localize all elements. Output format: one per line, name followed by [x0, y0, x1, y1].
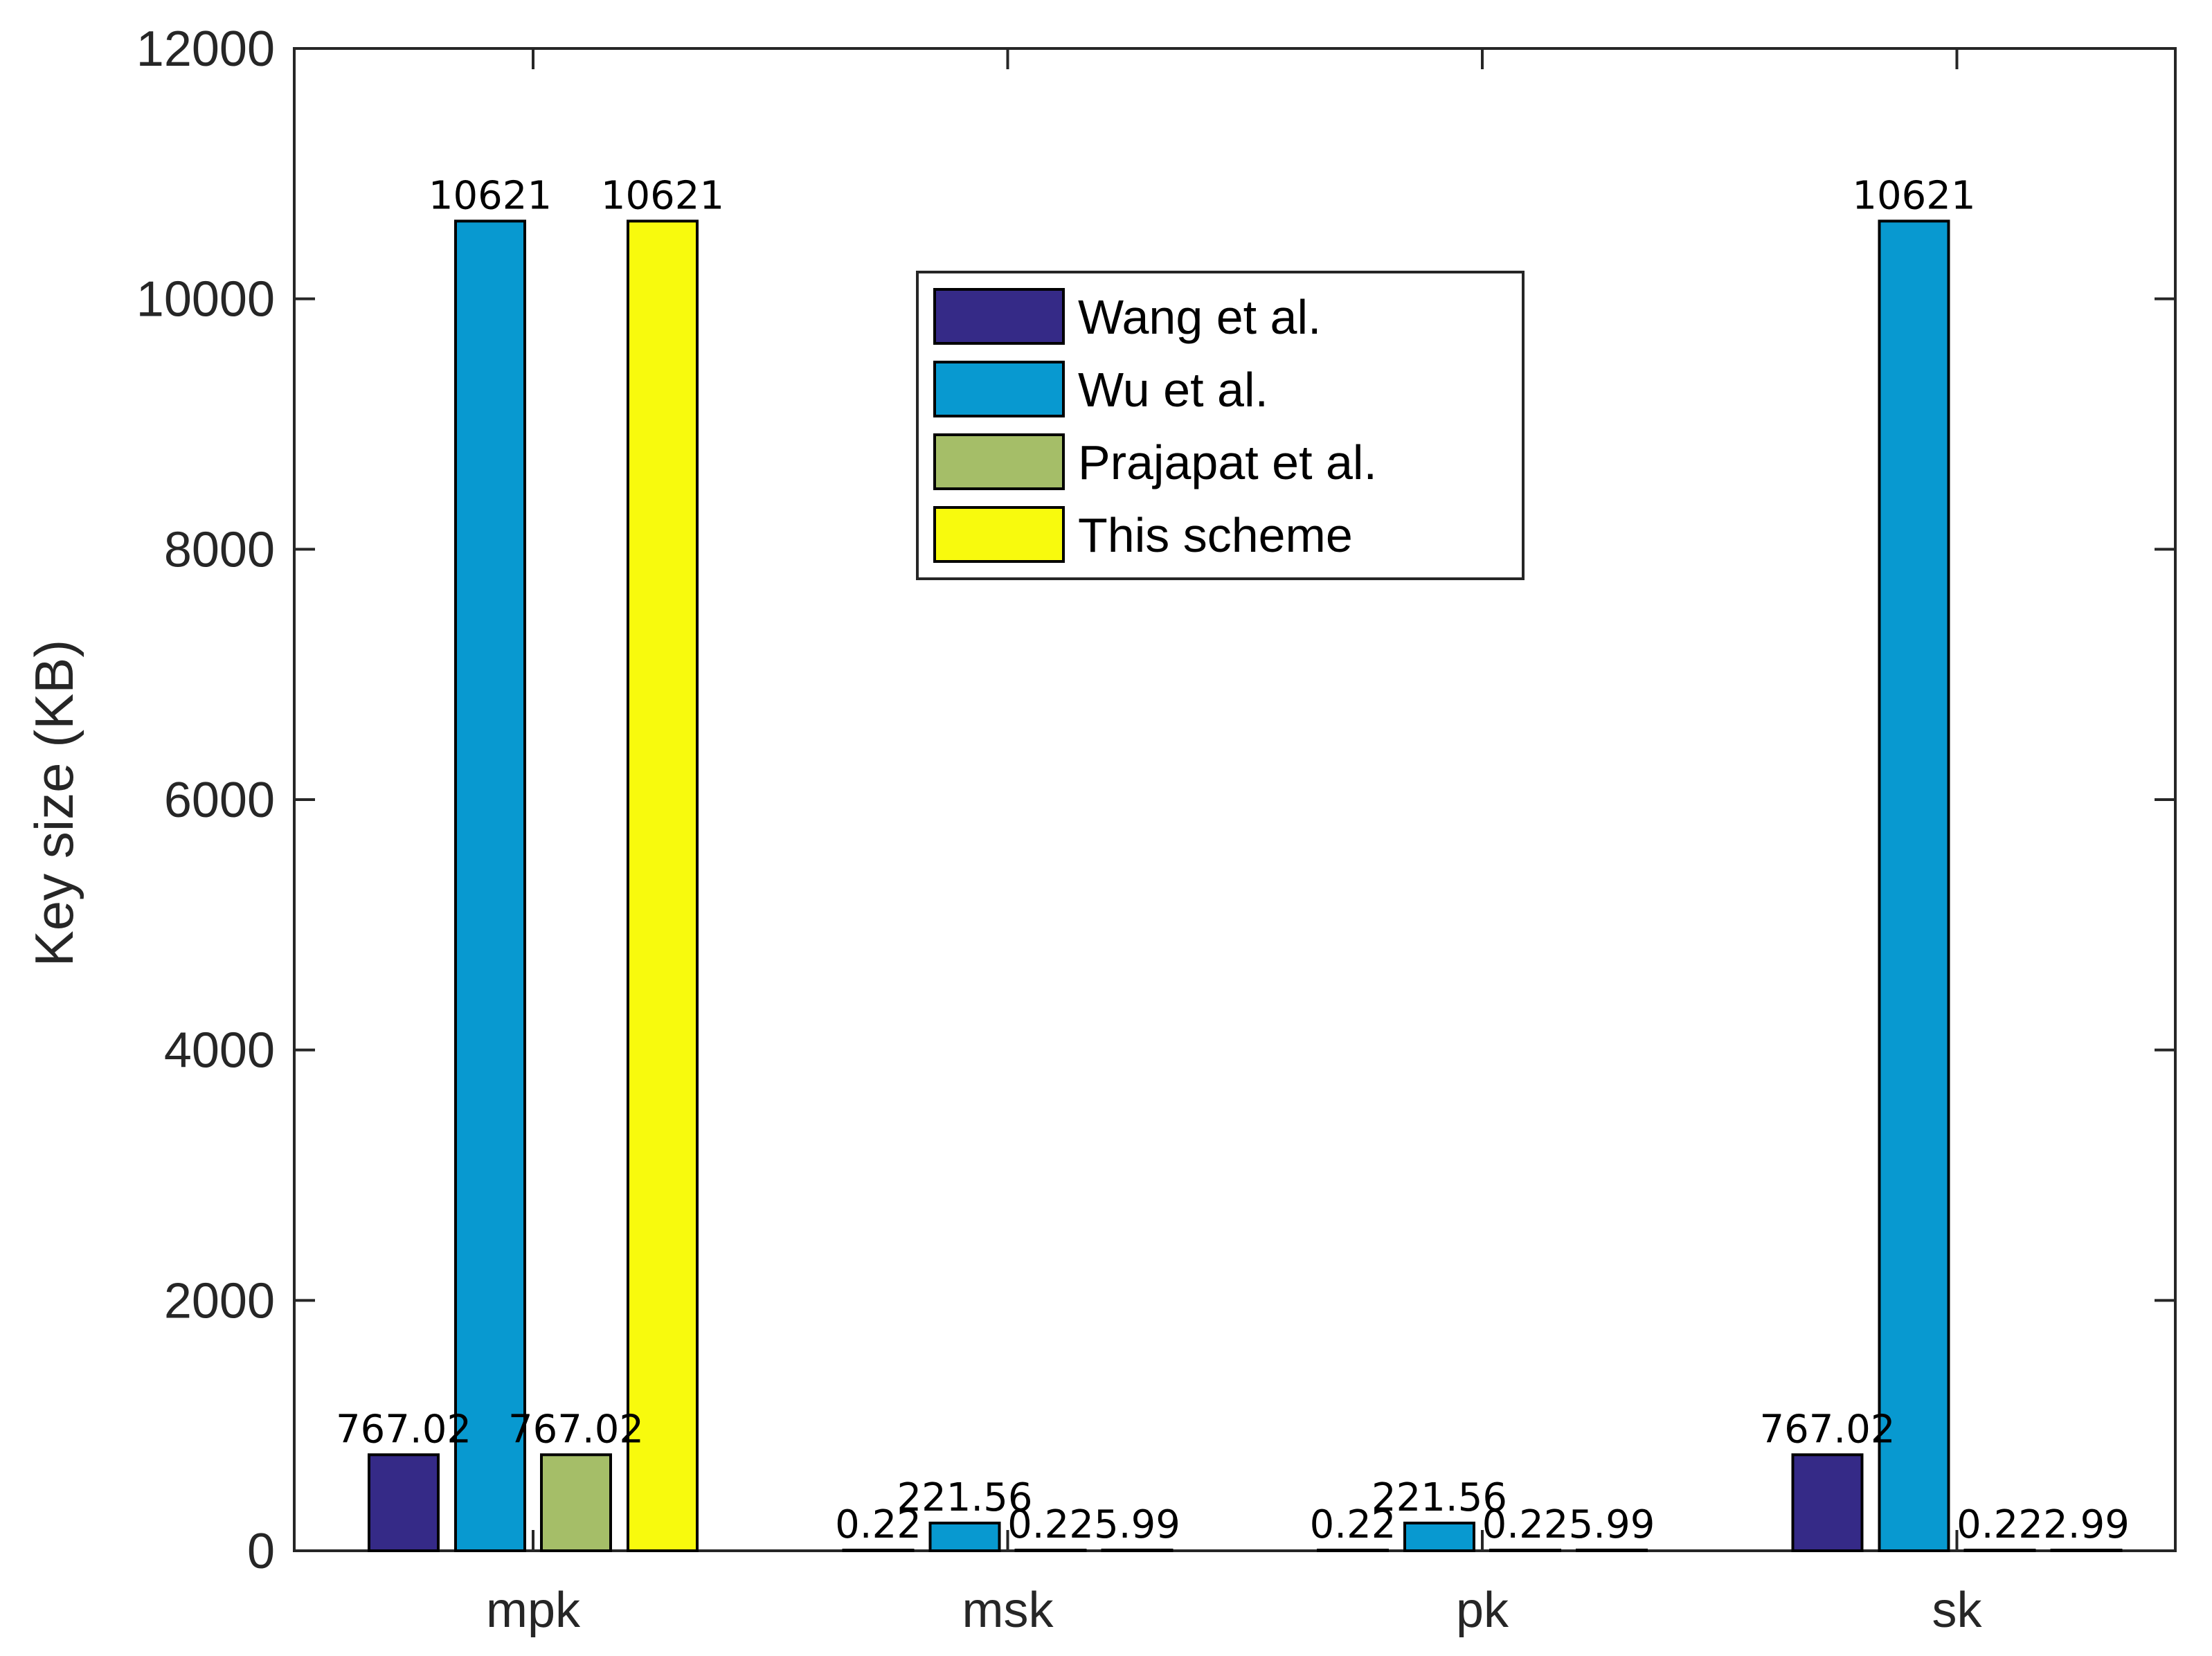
x-tick-label: msk — [962, 1583, 1054, 1638]
data-label: 221.56 — [897, 1475, 1033, 1520]
y-tick-label: 6000 — [164, 773, 275, 828]
data-label: 5.99 — [1569, 1502, 1655, 1547]
data-label: 0.22 — [1957, 1502, 2043, 1547]
bar — [1014, 1549, 1087, 1552]
bar — [842, 1549, 915, 1552]
data-label: 767.02 — [1760, 1407, 1896, 1452]
bar — [627, 219, 699, 1553]
legend: Wang et al. Wu et al. Prajapat et al. This … — [916, 271, 1525, 580]
data-label: 221.56 — [1372, 1475, 1507, 1520]
data-label: 0.22 — [1007, 1502, 1094, 1547]
y-axis-label: Key size (KB) — [24, 640, 84, 966]
bar — [1791, 1453, 1864, 1552]
bar — [1878, 219, 1950, 1553]
y-tick-label: 12000 — [136, 21, 275, 77]
data-label: 767.02 — [508, 1407, 644, 1452]
data-label: 10621 — [429, 173, 552, 218]
x-tick-label: pk — [1456, 1583, 1509, 1638]
bar — [454, 219, 526, 1553]
y-tick-label: 4000 — [164, 1023, 275, 1079]
legend-swatch — [933, 361, 1065, 417]
legend-swatch — [933, 506, 1065, 563]
bar — [2050, 1549, 2123, 1552]
bar — [368, 1453, 440, 1552]
bar — [1101, 1548, 1174, 1552]
data-label: 10621 — [1852, 173, 1975, 218]
data-label: 0.22 — [1482, 1502, 1569, 1547]
x-tick-label: mpk — [486, 1583, 581, 1638]
data-label: 5.99 — [1094, 1502, 1180, 1547]
bar — [1576, 1548, 1648, 1552]
data-labels-layer: 767.02 0.22 0.22 767.02 10621 221.56 221.56 106… — [336, 173, 2130, 1547]
bar — [1403, 1521, 1475, 1553]
bar — [928, 1521, 1001, 1553]
legend-entry-label: This scheme — [1078, 508, 1353, 562]
y-tick-label: 2000 — [164, 1273, 275, 1329]
data-label: 0.22 — [835, 1502, 921, 1547]
data-label: 10621 — [601, 173, 724, 218]
x-tick-label: sk — [1932, 1583, 1983, 1638]
bar — [540, 1453, 612, 1552]
tick-labels-layer: 0 2000 4000 6000 8000 10000 12000 mpk msk pk sk — [136, 21, 1983, 1638]
bars-layer — [368, 219, 2123, 1553]
legend-swatch — [933, 433, 1065, 490]
y-tick-label: 8000 — [164, 522, 275, 577]
data-label: 2.99 — [2043, 1502, 2130, 1547]
bar — [1489, 1549, 1561, 1552]
legend-entry-label: Wang et al. — [1078, 290, 1321, 344]
legend-swatch — [933, 288, 1065, 345]
data-label: 767.02 — [336, 1407, 471, 1452]
bar — [1963, 1549, 2036, 1552]
y-tick-label: 0 — [247, 1524, 275, 1579]
y-tick-label: 10000 — [136, 272, 275, 327]
legend-entry-label: Prajapat et al. — [1078, 435, 1377, 489]
legend-entry-label: Wu et al. — [1078, 363, 1268, 417]
bar — [1317, 1549, 1389, 1552]
data-label: 0.22 — [1310, 1502, 1396, 1547]
